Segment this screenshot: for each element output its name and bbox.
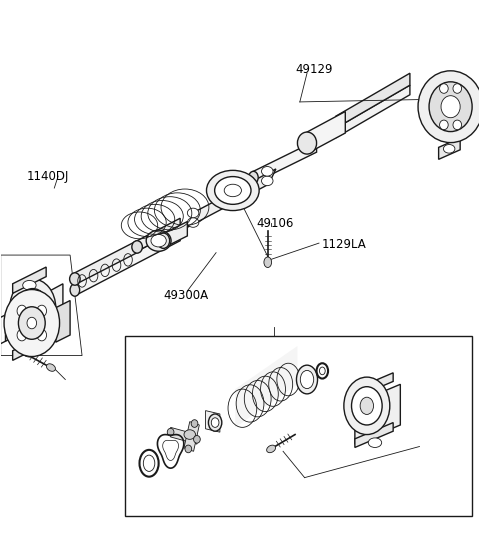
Polygon shape: [163, 222, 187, 248]
Ellipse shape: [17, 288, 48, 327]
Ellipse shape: [187, 218, 199, 227]
Ellipse shape: [444, 89, 455, 98]
Ellipse shape: [211, 418, 219, 427]
Text: 49106: 49106: [257, 218, 294, 230]
Ellipse shape: [206, 170, 259, 210]
Ellipse shape: [249, 171, 258, 184]
Ellipse shape: [441, 95, 460, 118]
Ellipse shape: [167, 429, 174, 436]
Ellipse shape: [191, 420, 198, 427]
Ellipse shape: [264, 257, 272, 267]
Polygon shape: [336, 73, 410, 128]
Ellipse shape: [444, 145, 455, 153]
Polygon shape: [187, 169, 276, 227]
Polygon shape: [355, 384, 400, 444]
Polygon shape: [12, 267, 46, 294]
Polygon shape: [75, 229, 180, 296]
Ellipse shape: [27, 318, 36, 329]
Ellipse shape: [320, 367, 325, 375]
Polygon shape: [355, 422, 393, 448]
Ellipse shape: [144, 455, 155, 472]
Polygon shape: [184, 422, 199, 451]
Ellipse shape: [47, 364, 55, 371]
Ellipse shape: [132, 240, 143, 253]
Ellipse shape: [298, 132, 317, 154]
Text: 49129: 49129: [295, 63, 333, 76]
Ellipse shape: [224, 184, 241, 196]
Ellipse shape: [37, 329, 47, 341]
Ellipse shape: [453, 84, 462, 93]
Polygon shape: [75, 240, 137, 285]
Ellipse shape: [23, 281, 36, 290]
Ellipse shape: [440, 120, 448, 129]
Polygon shape: [307, 112, 345, 153]
Polygon shape: [5, 284, 63, 341]
Polygon shape: [336, 85, 410, 138]
Polygon shape: [12, 334, 46, 360]
Polygon shape: [170, 427, 197, 444]
Ellipse shape: [146, 230, 171, 251]
Ellipse shape: [151, 234, 166, 247]
Ellipse shape: [10, 279, 56, 336]
Ellipse shape: [4, 290, 60, 357]
Ellipse shape: [453, 120, 462, 129]
Polygon shape: [205, 411, 220, 432]
Polygon shape: [355, 373, 393, 398]
Ellipse shape: [440, 84, 448, 93]
Ellipse shape: [297, 365, 318, 394]
Ellipse shape: [262, 166, 273, 176]
Ellipse shape: [70, 284, 80, 296]
Ellipse shape: [360, 397, 373, 415]
Polygon shape: [439, 83, 460, 104]
Ellipse shape: [37, 305, 47, 317]
Ellipse shape: [23, 348, 36, 357]
Ellipse shape: [368, 388, 382, 398]
Ellipse shape: [215, 176, 251, 204]
Ellipse shape: [26, 299, 39, 316]
Text: 1140DJ: 1140DJ: [27, 170, 70, 182]
Ellipse shape: [262, 176, 273, 186]
Polygon shape: [235, 346, 298, 427]
Ellipse shape: [17, 305, 27, 317]
Ellipse shape: [193, 435, 200, 443]
Polygon shape: [253, 140, 317, 183]
Ellipse shape: [429, 82, 472, 132]
Polygon shape: [439, 138, 460, 160]
Bar: [125, 336, 472, 516]
Ellipse shape: [208, 414, 222, 431]
Polygon shape: [163, 440, 179, 460]
Text: 49300A: 49300A: [163, 289, 208, 302]
Ellipse shape: [187, 208, 199, 218]
Ellipse shape: [351, 387, 382, 425]
Polygon shape: [137, 218, 180, 251]
Ellipse shape: [17, 329, 27, 341]
Ellipse shape: [418, 71, 480, 143]
Ellipse shape: [18, 307, 45, 339]
Ellipse shape: [185, 445, 192, 453]
Ellipse shape: [344, 377, 390, 435]
Ellipse shape: [184, 430, 195, 439]
Text: 1129LA: 1129LA: [322, 238, 366, 251]
Ellipse shape: [70, 273, 80, 285]
Polygon shape: [56, 301, 70, 342]
Ellipse shape: [368, 438, 382, 448]
Ellipse shape: [157, 233, 169, 248]
Ellipse shape: [300, 371, 314, 388]
Ellipse shape: [266, 445, 276, 453]
